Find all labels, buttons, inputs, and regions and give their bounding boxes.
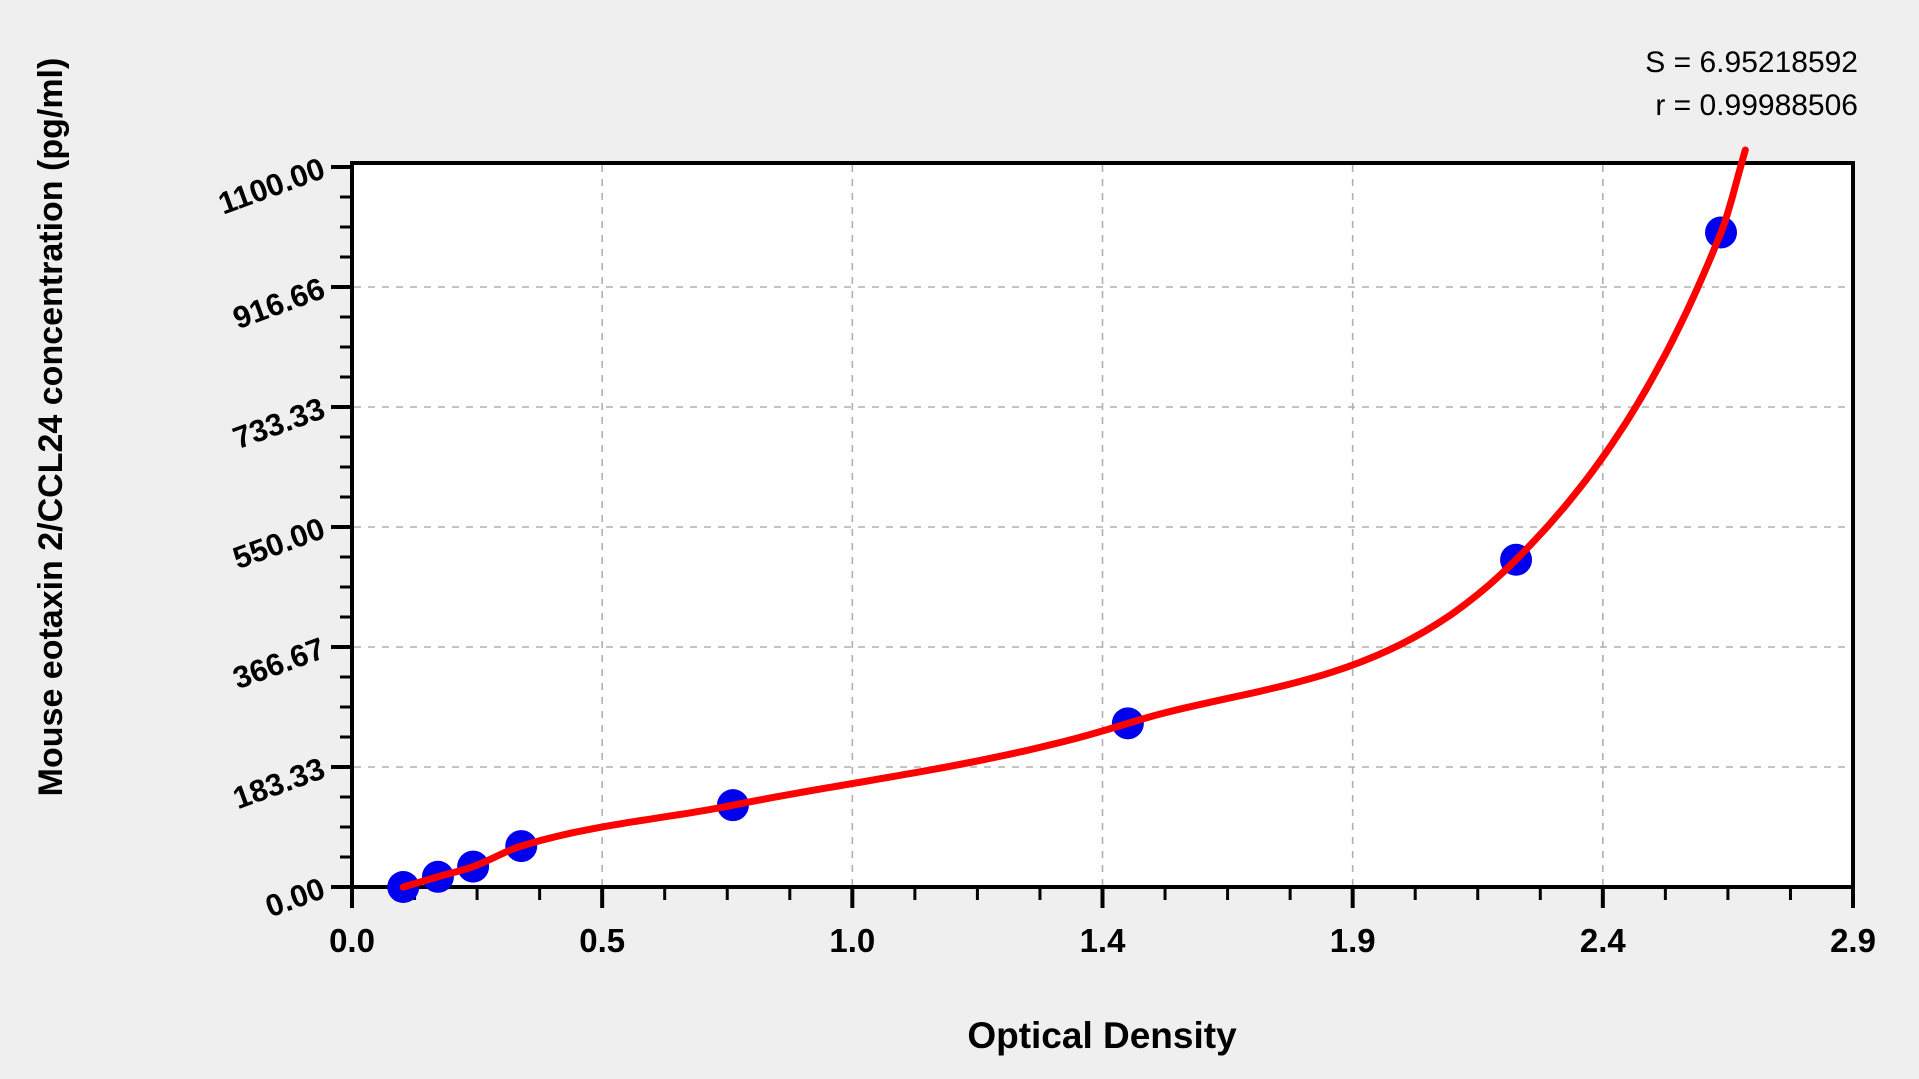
y-tick-label: 0.00	[261, 871, 330, 925]
x-tick-label: 2.4	[1580, 922, 1627, 959]
y-tick-label: 733.33	[228, 391, 329, 456]
x-tick-label: 1.4	[1080, 922, 1127, 959]
x-tick-label: 1.0	[829, 922, 875, 959]
y-axis-title: Mouse eotaxin 2/CCL24 concentration (pg/…	[32, 58, 70, 797]
y-tick-label: 183.33	[228, 751, 329, 816]
annotation-s-value: S = 6.95218592	[1645, 46, 1858, 79]
x-tick-label: 0.0	[329, 922, 375, 959]
x-tick-label: 1.9	[1330, 922, 1376, 959]
y-tick-label: 1100.00	[214, 151, 330, 222]
fit-curve	[399, 146, 1749, 891]
x-tick-label: 0.5	[579, 922, 625, 959]
plot-area: 0.0 0.5 1.0 1.4 1.9 2.4 2.9 0.00 183.33 366.67 550…	[214, 146, 1876, 959]
x-axis-title: Optical Density	[967, 1015, 1237, 1056]
annotation-r-value: r = 0.99988506	[1655, 89, 1858, 122]
x-tick-label: 2.9	[1830, 922, 1876, 959]
plot-background	[352, 163, 1853, 887]
y-tick-label: 550.00	[228, 511, 329, 576]
plot-frame	[350, 161, 1855, 889]
y-tick-label: 916.66	[228, 271, 329, 336]
y-tick-label: 366.67	[228, 631, 329, 696]
